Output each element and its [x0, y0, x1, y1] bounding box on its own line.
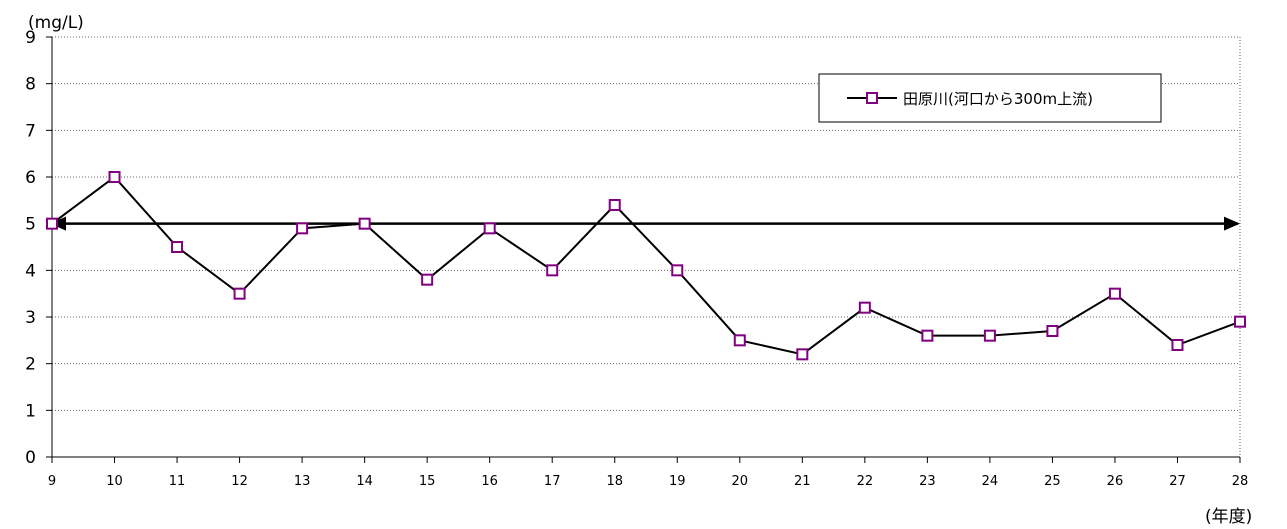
data-point-marker	[546, 264, 559, 277]
data-point-marker	[1234, 315, 1246, 328]
data-point-marker	[1171, 339, 1184, 351]
x-tick-label: 22	[857, 474, 874, 489]
y-tick-label: 7	[25, 121, 36, 141]
data-point-marker	[46, 217, 58, 230]
series-line	[51, 175, 1241, 356]
x-tick-label: 15	[419, 474, 436, 489]
data-point-marker	[421, 273, 434, 286]
x-tick-label: 11	[169, 474, 186, 489]
x-tick-label: 9	[48, 474, 56, 489]
data-point-marker	[233, 287, 246, 300]
data-point-marker	[671, 264, 684, 277]
reference-arrow-right	[1224, 216, 1240, 231]
y-tick-label: 9	[25, 28, 36, 48]
y-tick-label: 4	[25, 261, 36, 281]
data-point-marker	[921, 329, 934, 342]
data-point-marker	[796, 348, 809, 361]
data-point-marker	[358, 217, 371, 230]
data-point-marker	[483, 222, 496, 235]
x-tick-label: 28	[1232, 474, 1249, 489]
x-tick-label: 23	[919, 474, 936, 489]
y-tick-label: 6	[25, 168, 36, 188]
x-tick-label: 17	[544, 474, 561, 489]
data-point-marker	[1108, 287, 1121, 300]
data-point-marker	[608, 199, 621, 211]
data-point-marker	[858, 301, 871, 314]
data-point-marker	[296, 222, 309, 235]
x-tick-label: 24	[982, 474, 999, 489]
data-point-marker	[983, 329, 996, 342]
x-tick-label: 18	[606, 474, 623, 489]
x-tick-label: 27	[1169, 474, 1186, 489]
data-point-marker	[1046, 325, 1059, 337]
x-tick-label: 13	[294, 474, 311, 489]
legend-label: 田原川(河口から300m上流)	[903, 90, 1093, 108]
data-point-marker	[733, 334, 746, 347]
legend-marker	[866, 92, 878, 104]
x-tick-label: 10	[106, 474, 123, 489]
y-axis-unit-label: (mg/L)	[28, 13, 84, 33]
x-tick-label: 16	[481, 474, 498, 489]
y-tick-label: 1	[25, 401, 36, 421]
y-tick-label: 2	[25, 355, 36, 375]
data-point-marker	[108, 171, 121, 183]
y-axis-ticks: 0 1 2 3 4 5 6 7 8 9	[25, 28, 52, 468]
legend: 田原川(河口から300m上流)	[818, 73, 1162, 123]
series-group	[46, 171, 1246, 361]
y-tick-label: 3	[25, 308, 36, 328]
x-tick-label: 26	[1107, 474, 1124, 489]
x-axis-ticks: 9 10 11 12 13 14 15 16 17 18 19 20 21 22 23 24 25 26 27 28	[48, 457, 1248, 489]
y-tick-label: 5	[25, 215, 36, 235]
y-tick-label: 0	[25, 448, 36, 468]
x-tick-label: 19	[669, 474, 686, 489]
reference-line	[50, 216, 1240, 231]
y-tick-label: 8	[25, 75, 36, 95]
data-point-marker	[171, 241, 184, 253]
x-tick-label: 12	[231, 474, 248, 489]
x-tick-label: 14	[356, 474, 373, 489]
x-tick-label: 20	[732, 474, 749, 489]
x-tick-label: 21	[794, 474, 811, 489]
x-axis-unit-label: (年度)	[1205, 507, 1252, 527]
x-tick-label: 25	[1044, 474, 1061, 489]
